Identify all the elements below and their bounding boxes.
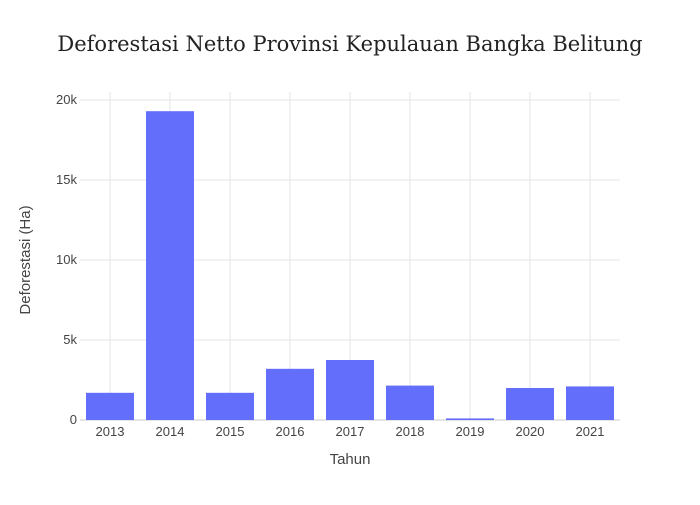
x-tick-label: 2018: [396, 424, 425, 439]
bars: [86, 111, 614, 420]
bar-2016[interactable]: [266, 368, 314, 420]
x-tick-label: 2013: [96, 424, 125, 439]
y-tick-label: 20k: [56, 92, 77, 107]
y-tick-label: 0: [70, 412, 77, 427]
bar-2018[interactable]: [386, 385, 434, 420]
bar-2014[interactable]: [146, 111, 194, 420]
bar-2017[interactable]: [326, 360, 374, 420]
bar-2020[interactable]: [506, 388, 554, 420]
chart-title: Deforestasi Netto Provinsi Kepulauan Ban…: [57, 32, 642, 56]
x-tick-label: 2016: [276, 424, 305, 439]
y-tick-label: 15k: [56, 172, 77, 187]
bar-2013[interactable]: [86, 392, 134, 420]
x-tick-label: 2014: [156, 424, 185, 439]
x-tick-label: 2021: [576, 424, 605, 439]
x-axis-title: Tahun: [330, 451, 371, 468]
y-tick-label: 5k: [63, 332, 77, 347]
x-tick-label: 2020: [516, 424, 545, 439]
x-tick-label: 2015: [216, 424, 245, 439]
x-tick-label: 2019: [456, 424, 485, 439]
x-tick-label: 2017: [336, 424, 365, 439]
bar-2015[interactable]: [206, 392, 254, 420]
x-axis-ticks: 2013 2014 2015 2016 2017 2018 2019 2020 2021: [96, 424, 605, 439]
y-axis-title: Deforestasi (Ha): [17, 205, 34, 314]
bar-2021[interactable]: [566, 386, 614, 420]
y-axis-ticks: 0 5k 10k 15k 20k: [56, 92, 77, 427]
bar-2019[interactable]: [446, 418, 494, 420]
y-tick-label: 10k: [56, 252, 77, 267]
